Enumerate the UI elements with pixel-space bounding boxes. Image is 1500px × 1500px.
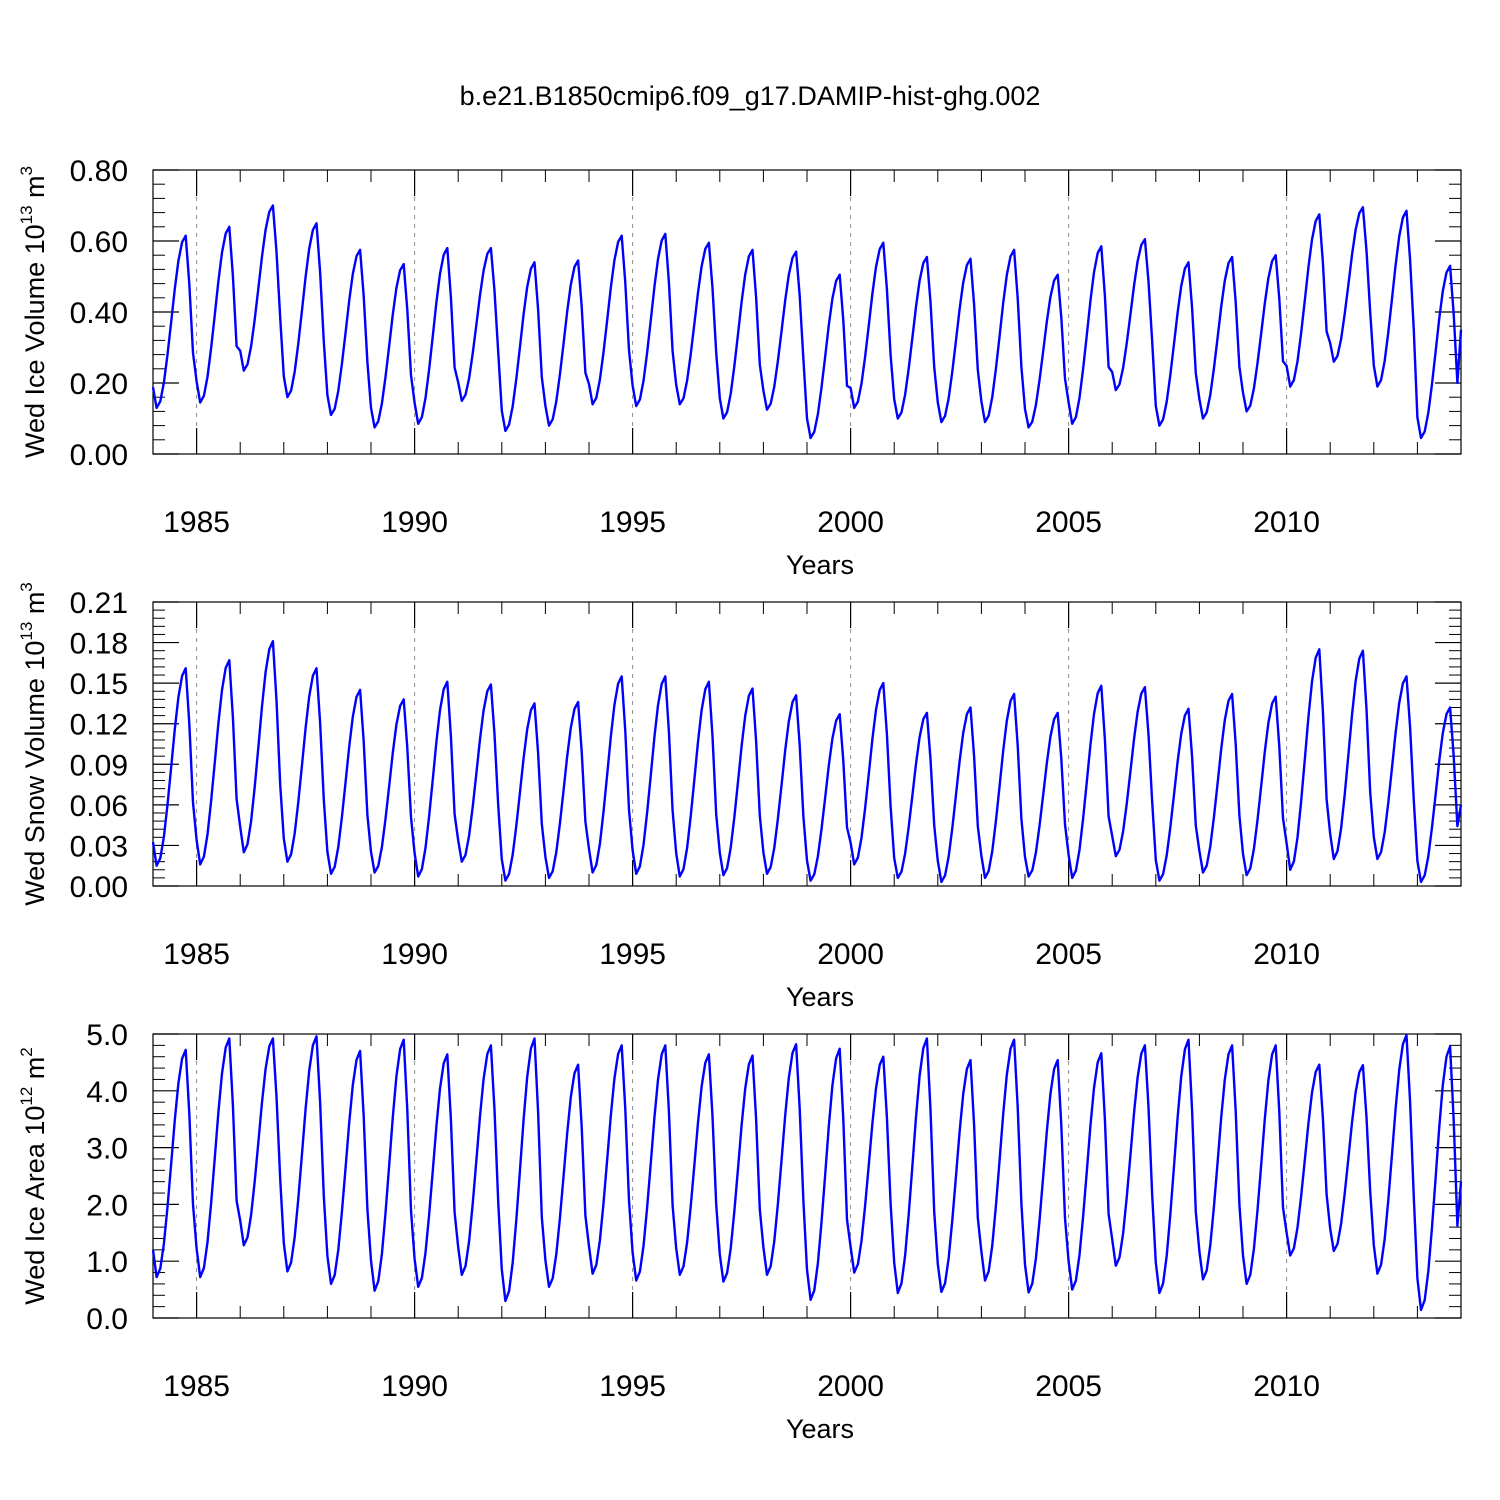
y-axis-label-ylabel-main: Wed Snow Volume 10 xyxy=(20,641,50,906)
x-tick-label: 2000 xyxy=(817,1370,884,1403)
series-line-ice-volume xyxy=(151,204,1463,440)
y-axis-label-ylabel-unit-exp: 3 xyxy=(17,582,36,591)
y-axis-label-ylabel-exp: 13 xyxy=(17,205,36,224)
y-axis-label-ylabel-main: Wed Ice Area 10 xyxy=(20,1106,50,1305)
x-tick-label: 1995 xyxy=(599,938,666,971)
x-tick-label: 1985 xyxy=(163,1370,230,1403)
y-tick-label: 0.80 xyxy=(70,155,128,188)
x-tick-label: 2005 xyxy=(1035,938,1102,971)
x-tick-label: 1995 xyxy=(599,1370,666,1403)
panel-ice-volume: 0.00 0.20 0.40 0.60 0.80 1985 1990 1995 2000 2005… xyxy=(17,155,1463,580)
y-tick-label: 0.09 xyxy=(70,749,128,782)
x-tick-label: 1985 xyxy=(163,506,230,539)
y-axis-label-ylabel-exp: 13 xyxy=(17,622,36,641)
y-axis-label: Wed Ice Volume 1013 m3 xyxy=(17,166,50,458)
y-axis-label-ylabel-exp: 12 xyxy=(17,1087,36,1106)
y-tick-label: 0.00 xyxy=(70,871,128,904)
x-axis-label: Years xyxy=(786,550,854,580)
x-tick-label: 2005 xyxy=(1035,1370,1102,1403)
y-tick-label: 0.60 xyxy=(70,226,128,259)
x-tick-label: 2010 xyxy=(1253,938,1320,971)
x-tick-label: 1990 xyxy=(381,1370,448,1403)
x-tick-label: 2010 xyxy=(1253,1370,1320,1403)
series-line-snow-volume xyxy=(151,640,1463,884)
y-tick-label: 0.20 xyxy=(70,368,128,401)
panel-ice-area: 0.0 1.0 2.0 3.0 4.0 5.0 1985 1990 1995 2000 2005 20… xyxy=(17,1019,1463,1444)
y-tick-label: 2.0 xyxy=(86,1189,128,1222)
series-line-ice-area xyxy=(151,1033,1463,1312)
x-tick-label: 2005 xyxy=(1035,506,1102,539)
y-tick-label: 0.21 xyxy=(70,587,128,620)
y-axis-label: Wed Ice Area 1012 m2 xyxy=(17,1047,50,1305)
x-axis-label: Years xyxy=(786,982,854,1012)
figure-title: b.e21.B1850cmip6.f09_g17.DAMIP-hist-ghg.… xyxy=(460,81,1041,111)
y-tick-label: 0.06 xyxy=(70,790,128,823)
x-tick-label: 1985 xyxy=(163,938,230,971)
y-tick-label: 0.40 xyxy=(70,297,128,330)
y-axis-label: Wed Snow Volume 1013 m3 xyxy=(17,582,50,906)
x-tick-label: 1995 xyxy=(599,506,666,539)
y-tick-label: 4.0 xyxy=(86,1076,128,1109)
y-tick-label: 0.12 xyxy=(70,709,128,742)
y-tick-label: 0.03 xyxy=(70,830,128,863)
x-tick-label: 2010 xyxy=(1253,506,1320,539)
panel-snow-volume: 0.00 0.03 0.06 0.09 0.12 0.15 0.18 0.21 1985 1990… xyxy=(17,582,1463,1012)
y-axis-label-ylabel-unit-exp: 3 xyxy=(17,166,36,175)
y-tick-label: 0.0 xyxy=(86,1303,128,1336)
y-axis-label-ylabel-unit-exp: 2 xyxy=(17,1047,36,1056)
x-tick-label: 1990 xyxy=(381,506,448,539)
y-tick-label: 0.15 xyxy=(70,668,128,701)
y-axis-label-ylabel-unit: m xyxy=(20,592,50,622)
y-tick-label: 3.0 xyxy=(86,1133,128,1166)
x-tick-label: 2000 xyxy=(817,938,884,971)
y-axis-label-ylabel-unit: m xyxy=(20,1057,50,1087)
x-axis-label: Years xyxy=(786,1414,854,1444)
y-tick-label: 0.00 xyxy=(70,439,128,472)
y-axis-label-ylabel-main: Wed Ice Volume 10 xyxy=(20,224,50,458)
x-tick-label: 2000 xyxy=(817,506,884,539)
y-tick-label: 1.0 xyxy=(86,1246,128,1279)
y-axis-label-ylabel-unit: m xyxy=(20,175,50,205)
x-tick-label: 1990 xyxy=(381,938,448,971)
y-tick-label: 5.0 xyxy=(86,1019,128,1052)
y-tick-label: 0.18 xyxy=(70,628,128,661)
